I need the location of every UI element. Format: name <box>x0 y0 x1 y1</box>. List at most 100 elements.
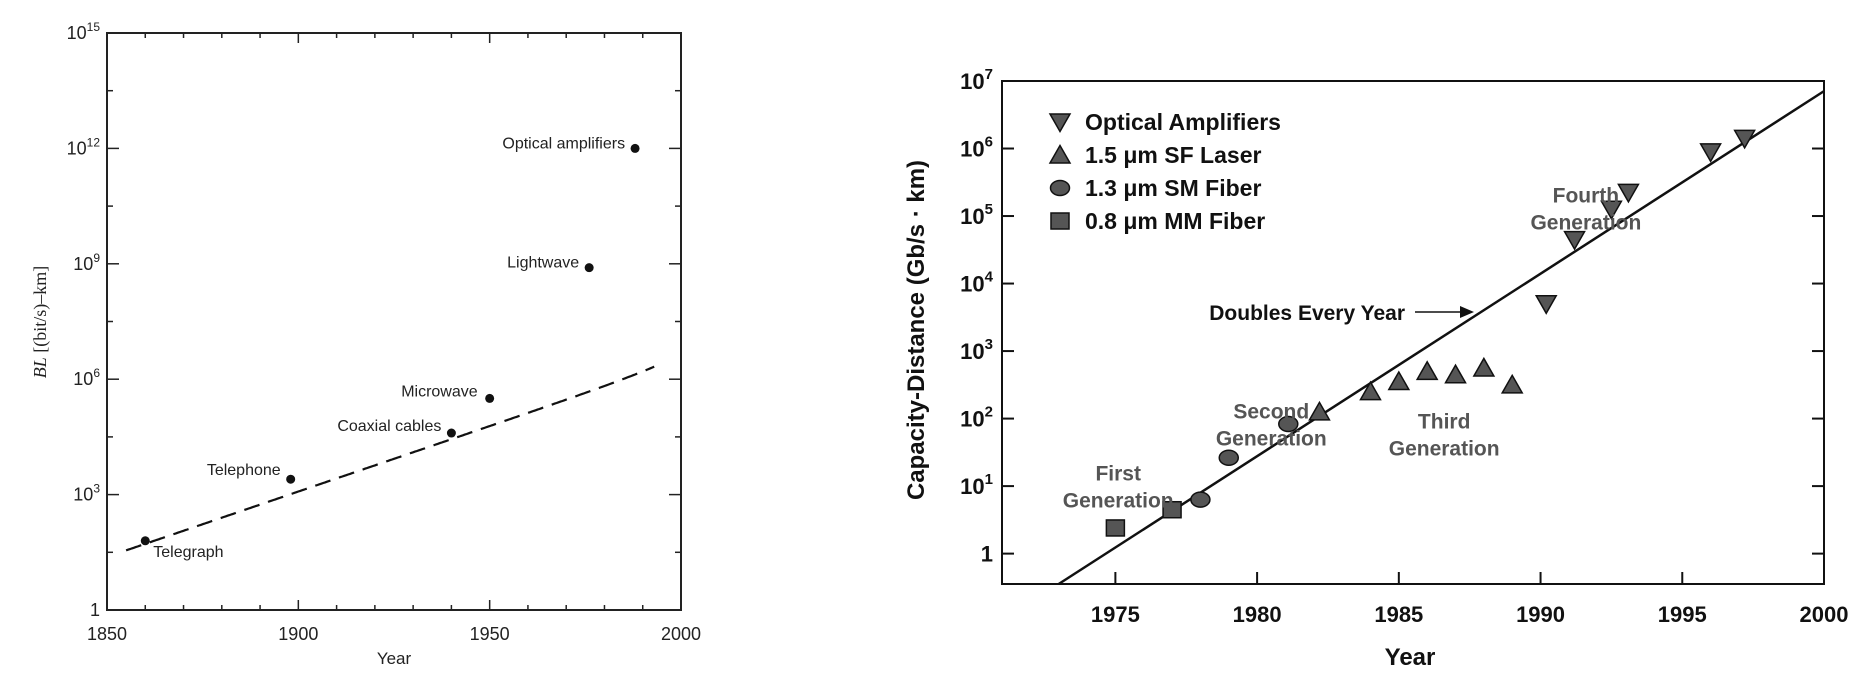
left-y-tick-label-exponent: 6 <box>93 366 100 380</box>
right-data-marker <box>1500 373 1524 394</box>
right-data-marker <box>1733 129 1756 150</box>
right-data-marker <box>1359 380 1382 401</box>
right-x-axis-label: Year <box>1385 644 1436 671</box>
right-y-tick-label-base: 1 <box>981 542 993 567</box>
left-point-label: Coaxial cables <box>337 418 441 435</box>
right-y-tick-label-exponent: 7 <box>985 66 993 83</box>
left-y-tick-label-exponent: 9 <box>93 251 100 265</box>
right-legend-label: 0.8 μm MM Fiber <box>1085 208 1265 234</box>
right-y-tick-label-base: 10 <box>960 407 984 432</box>
left-trend-curve <box>125 365 655 552</box>
left-point-label: Telephone <box>207 462 281 479</box>
right-x-tick-label: 2000 <box>1800 602 1849 627</box>
right-data-marker <box>1278 415 1299 433</box>
left-y-axis-label-units: [(bit/s)–km] <box>30 266 51 358</box>
right-generation-annotation: Second <box>1233 401 1309 424</box>
right-y-tick-label: 107 <box>960 66 993 94</box>
left-plot-frame <box>106 32 682 611</box>
right-y-tick-label-base: 10 <box>960 272 984 297</box>
left-data-point <box>446 428 456 438</box>
right-legend-marker <box>1049 179 1071 197</box>
left-y-tick-label-base: 10 <box>73 254 93 274</box>
right-legend-label: Optical Amplifiers <box>1085 109 1281 135</box>
right-generation-annotation: Fourth <box>1553 185 1619 208</box>
right-data-marker <box>1472 356 1496 377</box>
left-y-tick-label: 1015 <box>67 20 101 43</box>
right-y-tick-label-base: 10 <box>960 69 984 94</box>
left-y-tick-label: 103 <box>73 482 100 505</box>
right-x-tick-label: 1975 <box>1091 602 1140 627</box>
right-x-tick-label: 1990 <box>1516 602 1565 627</box>
right-data-marker <box>1308 400 1331 421</box>
right-y-tick-label: 101 <box>960 471 993 499</box>
left-y-tick-label-base: 1 <box>90 600 100 620</box>
left-data-point <box>286 474 296 484</box>
right-legend-label: 1.3 μm SM Fiber <box>1085 175 1261 201</box>
right-data-marker <box>1699 143 1722 163</box>
left-x-axis-label: Year <box>377 649 412 668</box>
left-y-axis-label-bl: BL <box>30 357 50 378</box>
right-y-tick-label: 105 <box>960 201 993 229</box>
right-generation-annotation: Generation <box>1389 438 1500 461</box>
right-trend-line <box>1058 90 1825 586</box>
right-y-tick-label: 103 <box>960 336 993 364</box>
right-legend-marker <box>1048 113 1072 134</box>
right-generation-annotation: First <box>1095 463 1141 486</box>
left-point-label: Lightwave <box>507 255 579 272</box>
right-y-tick-label: 1 <box>981 542 993 567</box>
left-x-tick-label: 2000 <box>661 624 701 644</box>
left-point-label: Optical amplifiers <box>502 135 625 152</box>
right-y-tick-label-exponent: 5 <box>985 201 993 218</box>
right-data-marker <box>1162 500 1182 519</box>
left-y-tick-label: 1 <box>90 600 100 620</box>
right-data-marker <box>1387 370 1411 391</box>
right-y-tick-label: 104 <box>960 269 993 297</box>
left-point-label: Microwave <box>401 383 478 400</box>
right-legend-marker <box>1048 143 1072 164</box>
right-y-tick-label: 106 <box>960 134 993 162</box>
right-data-marker <box>1563 230 1586 251</box>
left-y-tick-label-exponent: 3 <box>93 482 100 496</box>
right-generation-annotation: Generation <box>1216 428 1327 451</box>
right-y-tick-label-exponent: 4 <box>985 269 994 286</box>
left-x-tick-label: 1950 <box>470 624 510 644</box>
right-legend-label: 1.5 μm SF Laser <box>1085 142 1261 168</box>
left-y-tick-label-base: 10 <box>67 138 87 158</box>
right-x-tick-label: 1995 <box>1658 602 1707 627</box>
right-data-marker <box>1444 363 1467 384</box>
right-chart: 1975 1980 1985 1990 1995 20001101102103104105… <box>903 66 1848 671</box>
right-y-tick-label-base: 10 <box>960 474 984 499</box>
left-data-point <box>584 263 594 273</box>
right-generation-annotation: Generation <box>1063 490 1174 513</box>
right-y-tick-label-base: 10 <box>960 204 984 229</box>
right-y-tick-label: 102 <box>960 404 993 432</box>
right-y-tick-label-base: 10 <box>960 339 984 364</box>
right-x-tick-label: 1985 <box>1374 602 1423 627</box>
left-data-point <box>485 393 495 403</box>
left-y-tick-label-base: 10 <box>73 369 93 389</box>
left-x-tick-label: 1850 <box>87 624 127 644</box>
right-data-marker <box>1534 295 1558 315</box>
left-y-tick-label: 106 <box>73 366 100 389</box>
left-y-tick-label: 109 <box>73 251 100 274</box>
right-data-marker <box>1190 491 1211 508</box>
right-y-tick-label-exponent: 6 <box>985 134 993 151</box>
left-y-axis-label: BL [(bit/s)–km] <box>30 266 51 379</box>
left-data-point <box>140 536 150 546</box>
left-y-tick-label-exponent: 12 <box>87 135 101 149</box>
left-x-tick-label: 1900 <box>278 624 318 644</box>
right-trend-arrow-head <box>1460 306 1474 318</box>
right-legend-marker <box>1050 212 1070 230</box>
left-y-tick-label-base: 10 <box>73 485 93 505</box>
left-data-point <box>630 143 640 153</box>
right-data-marker <box>1617 183 1640 204</box>
left-point-label: Telegraph <box>153 544 223 561</box>
right-y-axis-label: Capacity-Distance (Gb/s · km) <box>903 160 930 500</box>
right-generation-annotation: Generation <box>1530 212 1641 235</box>
right-plot-frame <box>1001 80 1825 585</box>
right-y-tick-label-exponent: 3 <box>985 336 993 353</box>
right-data-marker <box>1415 360 1439 381</box>
right-trend-label: Doubles Every Year <box>1209 302 1405 325</box>
left-y-tick-label-exponent: 15 <box>87 20 101 34</box>
